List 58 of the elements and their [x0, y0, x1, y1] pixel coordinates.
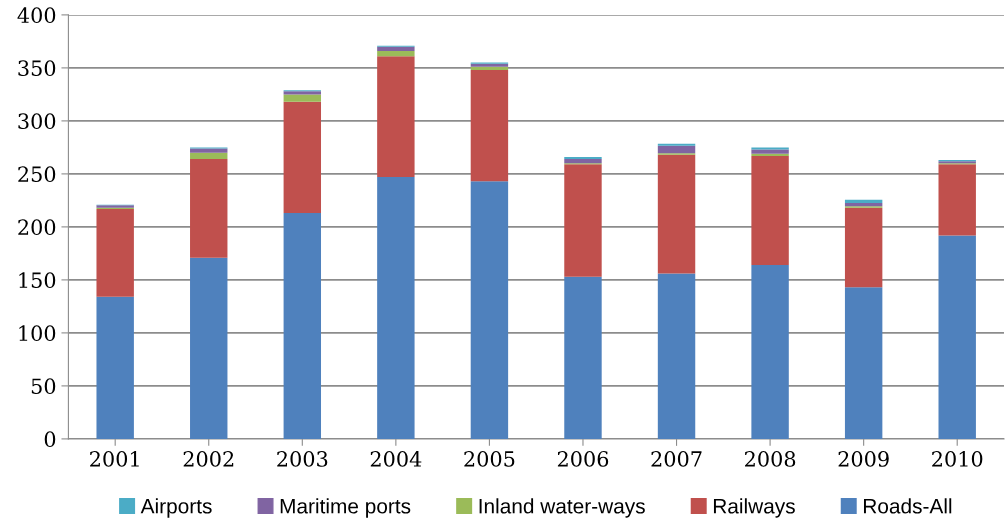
legend-label: Airports — [140, 498, 212, 518]
legend-label: Railways — [713, 498, 795, 518]
bar — [751, 153, 789, 156]
x-tick-label: 2006 — [557, 451, 609, 467]
bar — [283, 101, 322, 214]
y-tick-label: 350 — [18, 60, 56, 77]
bar — [470, 70, 509, 182]
bar — [751, 265, 789, 439]
y-tick-label: 400 — [17, 7, 56, 24]
bar — [283, 213, 322, 439]
bar — [283, 94, 322, 102]
y-tick-label: 300 — [18, 113, 56, 130]
bar — [938, 164, 976, 236]
bar — [190, 152, 228, 160]
bar — [751, 149, 789, 154]
y-tick-label: 0 — [44, 431, 56, 448]
bar — [470, 66, 509, 71]
bar — [377, 56, 415, 178]
bar — [190, 148, 228, 153]
bar — [377, 46, 415, 51]
bar — [938, 235, 976, 439]
legend-label: Inland water-ways — [479, 498, 645, 518]
bar — [657, 145, 696, 154]
bar — [844, 287, 883, 439]
bar — [96, 208, 134, 297]
bar — [564, 156, 602, 160]
bar — [470, 181, 509, 439]
bar — [564, 164, 602, 277]
y-tick-label: 200 — [18, 219, 56, 236]
bar — [377, 177, 415, 439]
x-tick-label: 2009 — [838, 451, 889, 467]
bar — [657, 143, 696, 146]
bar — [377, 50, 415, 57]
x-tick-label: 2002 — [183, 451, 234, 467]
x-tick-label: 2010 — [932, 451, 983, 467]
y-tick-label: 150 — [19, 272, 56, 289]
legend-label: Maritime ports — [280, 498, 411, 518]
bar — [751, 147, 789, 150]
bar — [751, 155, 789, 266]
bar — [657, 154, 696, 274]
legend-label: Roads-All — [863, 498, 952, 514]
bar — [564, 276, 602, 439]
bar — [844, 207, 883, 288]
x-tick-label: 2003 — [277, 451, 328, 467]
bar — [190, 159, 228, 258]
x-tick-label: 2001 — [90, 451, 139, 467]
bar — [844, 199, 883, 204]
bar — [657, 273, 696, 439]
bar — [190, 257, 228, 439]
x-tick-label: 2007 — [651, 451, 702, 467]
x-tick-label: 2005 — [464, 451, 515, 467]
x-tick-label: 2004 — [370, 451, 422, 467]
x-tick-label: 2008 — [745, 451, 796, 467]
y-tick-label: 250 — [18, 166, 56, 183]
y-tick-label: 100 — [19, 325, 56, 342]
bar — [564, 159, 602, 164]
y-tick-label: 50 — [31, 378, 56, 395]
bar — [96, 296, 134, 439]
